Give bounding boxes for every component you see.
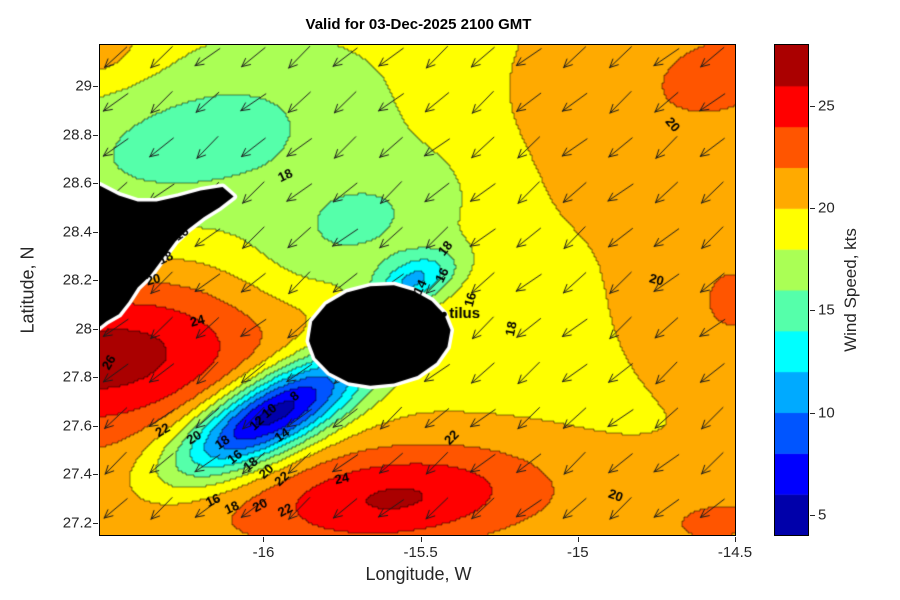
y-tick-mark [93, 328, 98, 330]
y-tick-mark [93, 280, 98, 282]
colorbar-tick-mark [810, 106, 815, 108]
y-tick-label: 28 [75, 320, 92, 338]
colorbar-tick-label: 25 [818, 97, 835, 115]
x-axis-label: Longitude, W [365, 564, 472, 584]
colorbar-tick-label: 5 [818, 506, 827, 524]
colorbar-tick-mark [810, 208, 815, 210]
chart-title: Valid for 03-Dec-2025 2100 GMT [305, 16, 532, 33]
colorbar-tick-mark [810, 514, 815, 516]
colorbar-tick-label: 20 [818, 199, 835, 217]
y-tick-mark [93, 231, 98, 233]
x-tick-mark [263, 537, 265, 542]
x-tick-mark [577, 537, 579, 542]
y-tick-label: 28.8 [62, 126, 92, 144]
y-tick-label: 27.6 [62, 417, 92, 435]
y-tick-label: 28.4 [62, 223, 92, 241]
colorbar-tick-mark [810, 412, 815, 414]
y-tick-mark [93, 86, 98, 88]
y-tick-mark [93, 474, 98, 476]
colorbar-border [774, 44, 809, 536]
y-tick-mark [93, 134, 98, 136]
colorbar-tick-label: 15 [818, 301, 835, 319]
wind-field-canvas [100, 45, 735, 535]
y-tick-label: 28.6 [62, 174, 92, 192]
y-tick-mark [93, 522, 98, 524]
x-tick-label: -15.5 [403, 544, 438, 561]
y-tick-label: 27.8 [62, 368, 92, 386]
colorbar-tick-label: 10 [818, 404, 835, 421]
x-tick-label: -14.5 [717, 544, 753, 561]
y-tick-mark [93, 183, 98, 185]
y-tick-mark [93, 425, 98, 427]
x-tick-mark [420, 537, 422, 542]
colorbar-canvas [775, 45, 808, 535]
x-tick-label: -16 [252, 544, 275, 561]
colorbar-tick-mark [810, 310, 815, 312]
y-tick-label: 29 [75, 77, 92, 95]
y-tick-mark [93, 377, 98, 379]
y-tick-label: 28.2 [62, 271, 92, 289]
y-tick-label: 27.2 [62, 514, 92, 532]
y-tick-label: 27.4 [62, 465, 92, 483]
x-tick-label: -15 [566, 544, 589, 561]
x-tick-mark [735, 537, 736, 542]
colorbar-label: Wind Speed, kts [841, 228, 860, 352]
